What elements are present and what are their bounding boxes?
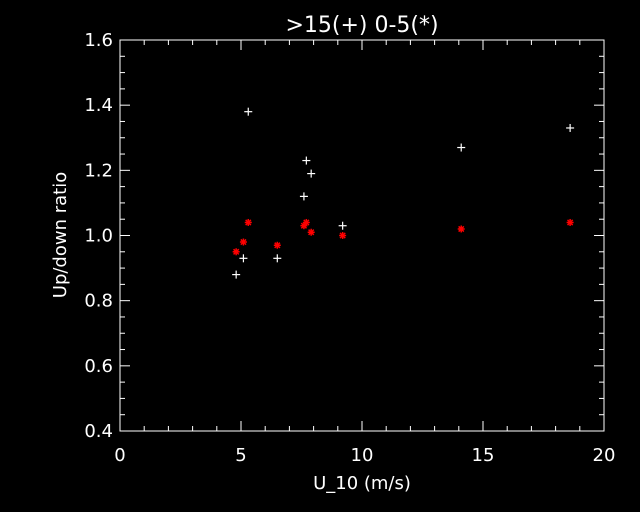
- y-tick-label: 0.6: [84, 356, 113, 377]
- marker-stroke: [339, 232, 346, 239]
- y-axis-label: Up/down ratio: [50, 172, 71, 298]
- y-tick-label: 1.2: [84, 160, 113, 181]
- tick-labels: 0 5 10 15 20 0.4 0.6 0.8 1.0 1.2 1.4 1.6: [84, 30, 615, 466]
- plus-marker: [566, 123, 575, 132]
- x-tick-label: 0: [114, 445, 125, 466]
- marker-stroke: [566, 219, 574, 226]
- asterisk-marker: [307, 228, 315, 236]
- plus-marker: [232, 270, 241, 279]
- asterisk-marker: [239, 238, 247, 246]
- asterisk-marker: [273, 241, 281, 249]
- data-points: [232, 107, 575, 279]
- y-tick-label: 1.4: [84, 95, 113, 116]
- marker-stroke: [303, 219, 310, 226]
- axis-ticks: [119, 39, 605, 432]
- plus-marker: [338, 221, 347, 230]
- plus-marker: [457, 143, 466, 152]
- asterisk-marker: [339, 232, 347, 239]
- plus-marker: [273, 254, 282, 263]
- x-axis-label: U_10 (m/s): [313, 473, 411, 494]
- asterisk-marker: [244, 218, 252, 226]
- asterisk-marker: [566, 218, 574, 226]
- marker-stroke: [308, 229, 315, 236]
- plus-marker: [299, 192, 308, 201]
- marker-stroke: [458, 225, 465, 233]
- x-tick-label: 15: [472, 445, 495, 466]
- marker-stroke: [245, 219, 252, 226]
- marker-stroke: [233, 248, 240, 255]
- plus-marker: [302, 156, 311, 165]
- y-tick-label: 1.0: [84, 226, 113, 247]
- marker-stroke: [240, 238, 247, 246]
- asterisk-marker: [457, 225, 465, 233]
- plus-marker: [239, 254, 248, 263]
- plus-marker: [244, 107, 253, 116]
- x-tick-label: 10: [351, 445, 374, 466]
- y-tick-label: 0.8: [84, 291, 113, 312]
- chart-title: >15(+) 0-5(*): [285, 13, 438, 38]
- x-tick-label: 20: [593, 445, 616, 466]
- y-tick-label: 1.6: [84, 30, 113, 51]
- marker-stroke: [274, 242, 281, 249]
- asterisk-marker: [232, 248, 240, 256]
- y-tick-label: 0.4: [84, 421, 113, 442]
- plus-marker: [307, 169, 316, 178]
- asterisk-marker: [302, 218, 310, 226]
- x-tick-label: 5: [235, 445, 246, 466]
